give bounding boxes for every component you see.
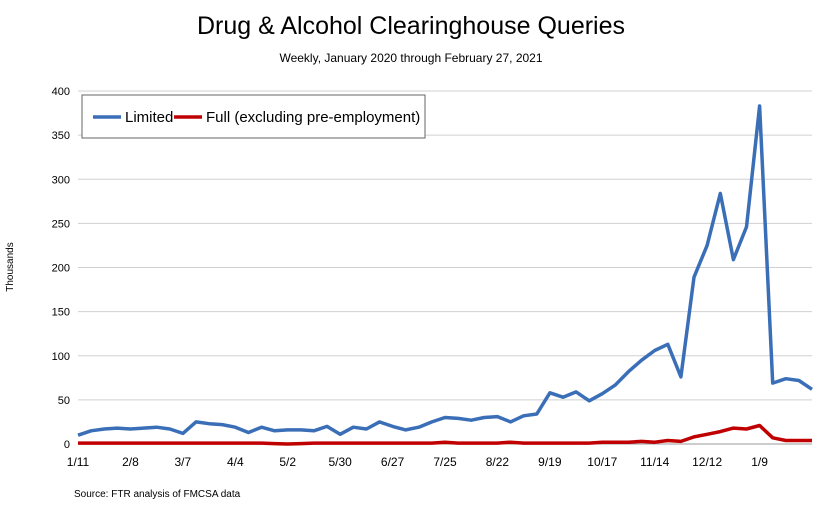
x-tick-label: 5/30 [328, 455, 352, 469]
x-tick-label: 6/27 [381, 455, 405, 469]
x-tick-label: 7/25 [433, 455, 457, 469]
x-tick-label: 8/22 [486, 455, 510, 469]
y-tick-label: 300 [52, 174, 70, 186]
x-tick-label: 3/7 [175, 455, 192, 469]
x-tick-label: 1/9 [751, 455, 768, 469]
y-tick-label: 50 [58, 395, 70, 407]
chart-title: Drug & Alcohol Clearinghouse Queries [197, 12, 625, 40]
x-tick-label: 10/17 [587, 455, 617, 469]
y-tick-label: 100 [52, 351, 70, 363]
y-tick-label: 150 [52, 307, 70, 319]
y-axis-label: Thousands [5, 242, 16, 291]
y-tick-label: 0 [64, 439, 70, 451]
x-tick-label: 2/8 [122, 455, 139, 469]
y-tick-label: 400 [52, 86, 70, 98]
x-tick-label: 1/11 [67, 455, 90, 469]
x-tick-label: 5/2 [279, 455, 296, 469]
y-tick-label: 200 [52, 263, 70, 275]
x-tick-label: 12/12 [692, 455, 722, 469]
source-note: Source: FTR analysis of FMCSA data [74, 489, 241, 500]
x-tick-label: 9/19 [538, 455, 562, 469]
legend: Limited Full (excluding pre-employment) [82, 95, 425, 138]
x-tick-label: 11/14 [640, 455, 669, 469]
legend-label-limited: Limited [125, 109, 173, 126]
series-line-limited [78, 106, 812, 435]
x-tick-label: 4/4 [227, 455, 244, 469]
y-tick-label: 250 [52, 218, 70, 230]
y-tick-label: 350 [52, 130, 70, 142]
legend-label-full: Full (excluding pre-employment) [206, 109, 420, 126]
chart-subtitle: Weekly, January 2020 through February 27… [279, 51, 542, 65]
